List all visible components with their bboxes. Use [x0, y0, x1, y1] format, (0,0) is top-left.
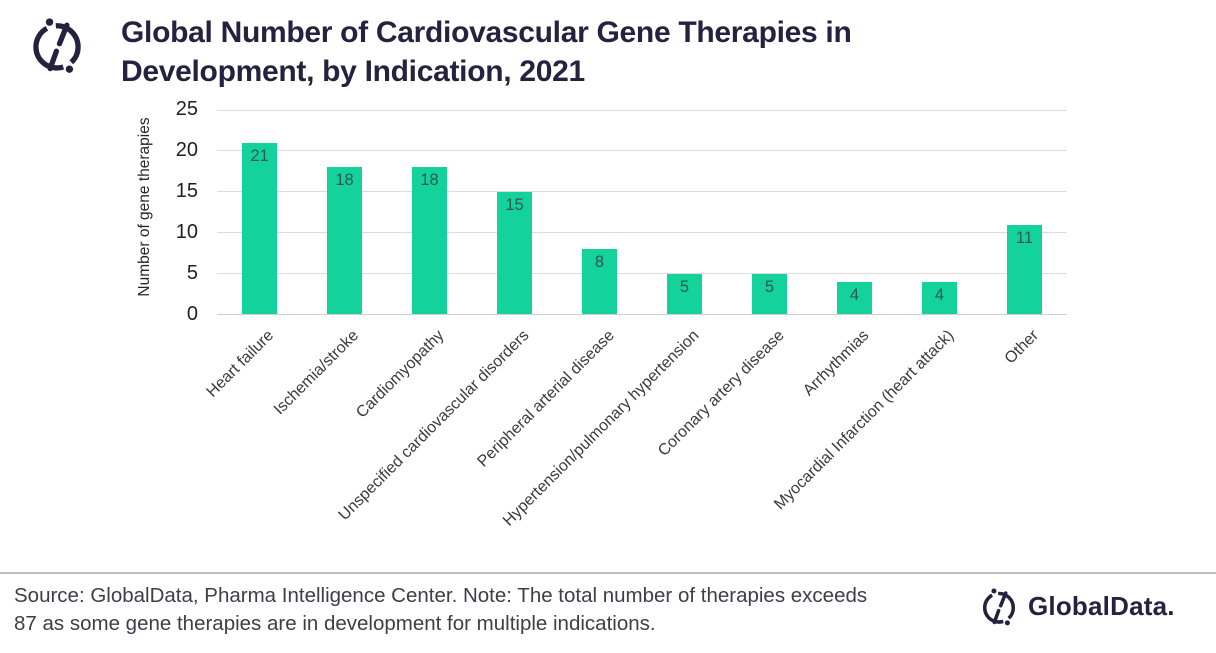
- footer-divider: [0, 572, 1216, 574]
- bar: [412, 167, 447, 315]
- bar-value-label: 8: [594, 253, 605, 272]
- bar-value-label: 4: [849, 285, 860, 304]
- chart-title: Global Number of Cardiovascular Gene The…: [121, 16, 852, 88]
- x-axis-category-label: Other: [1002, 326, 1043, 367]
- bar-value-label: 4: [934, 285, 945, 304]
- bar-value-label: 21: [250, 146, 269, 165]
- x-axis-category-label: Myocardial Infarction (heart attack): [771, 326, 958, 513]
- y-axis-tick-label: 15: [175, 179, 198, 202]
- source-note: Source: GlobalData, Pharma Intelligence …: [14, 584, 868, 635]
- gridline: [217, 191, 1067, 193]
- y-axis-tick-label: 0: [186, 302, 198, 325]
- y-axis-tick-label: 10: [175, 220, 198, 243]
- bar-value-label: 5: [764, 277, 775, 296]
- bar: [582, 249, 617, 315]
- gridline: [217, 109, 1067, 111]
- bar-value-label: 11: [1015, 228, 1034, 247]
- brand-wordmark: GlobalData.: [1028, 591, 1175, 621]
- y-axis-tick-label: 20: [175, 138, 198, 161]
- gridline: [217, 273, 1067, 275]
- bar-value-label: 5: [679, 277, 690, 296]
- bar: [242, 142, 277, 315]
- x-axis-category-label: Heart failure: [203, 326, 278, 401]
- x-axis-category-label: Peripheral arterial disease: [474, 326, 618, 470]
- bar-chart: Number of gene therapies 0 5 10 15 20 25 21 Hea…: [136, 98, 1067, 529]
- bar: [497, 191, 532, 315]
- x-axis-line: [217, 314, 1067, 315]
- bar: [837, 281, 872, 315]
- y-axis-tick-label: 25: [175, 98, 198, 120]
- bar-value-label: 15: [505, 195, 524, 214]
- gridline: [217, 150, 1067, 152]
- y-axis-tick-label: 5: [186, 261, 198, 284]
- x-axis-category-label: Ischemia/stroke: [271, 326, 363, 418]
- bar: [327, 167, 362, 315]
- bar: [1007, 224, 1042, 315]
- x-axis-category-label: Arrhythmias: [800, 326, 873, 399]
- bar: [752, 273, 787, 315]
- bar-value-label: 18: [335, 171, 354, 190]
- bar: [922, 281, 957, 315]
- bar-value-label: 18: [420, 171, 439, 190]
- globaldata-logo-icon: [33, 18, 81, 73]
- bar: [667, 273, 702, 315]
- x-axis-category-label: Unspecified cardiovascular disorders: [335, 326, 533, 524]
- footer-brand: GlobalData.: [978, 584, 1175, 629]
- x-axis-category-label: Cardiomyopathy: [353, 326, 448, 421]
- gridline: [217, 232, 1067, 234]
- globaldata-logo-icon: [982, 588, 1016, 626]
